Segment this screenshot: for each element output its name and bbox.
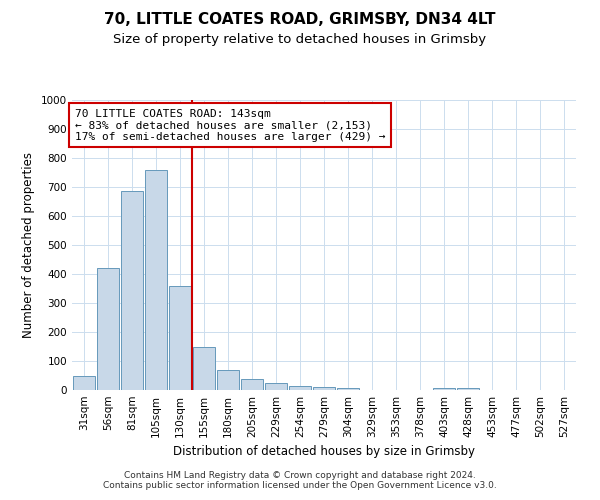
Bar: [73, 376, 95, 390]
Bar: [241, 380, 263, 390]
Text: Contains HM Land Registry data © Crown copyright and database right 2024.
Contai: Contains HM Land Registry data © Crown c…: [103, 470, 497, 490]
Text: 70, LITTLE COATES ROAD, GRIMSBY, DN34 4LT: 70, LITTLE COATES ROAD, GRIMSBY, DN34 4L…: [104, 12, 496, 28]
Bar: [337, 388, 359, 390]
Text: 70 LITTLE COATES ROAD: 143sqm
← 83% of detached houses are smaller (2,153)
17% o: 70 LITTLE COATES ROAD: 143sqm ← 83% of d…: [74, 108, 385, 142]
Bar: [313, 387, 335, 390]
Bar: [169, 286, 191, 390]
Text: Size of property relative to detached houses in Grimsby: Size of property relative to detached ho…: [113, 32, 487, 46]
Bar: [265, 383, 287, 390]
Bar: [193, 346, 215, 390]
Bar: [433, 388, 455, 390]
Y-axis label: Number of detached properties: Number of detached properties: [22, 152, 35, 338]
Bar: [121, 192, 143, 390]
Bar: [457, 388, 479, 390]
Bar: [217, 370, 239, 390]
X-axis label: Distribution of detached houses by size in Grimsby: Distribution of detached houses by size …: [173, 446, 475, 458]
Bar: [145, 170, 167, 390]
Bar: [97, 268, 119, 390]
Bar: [289, 386, 311, 390]
